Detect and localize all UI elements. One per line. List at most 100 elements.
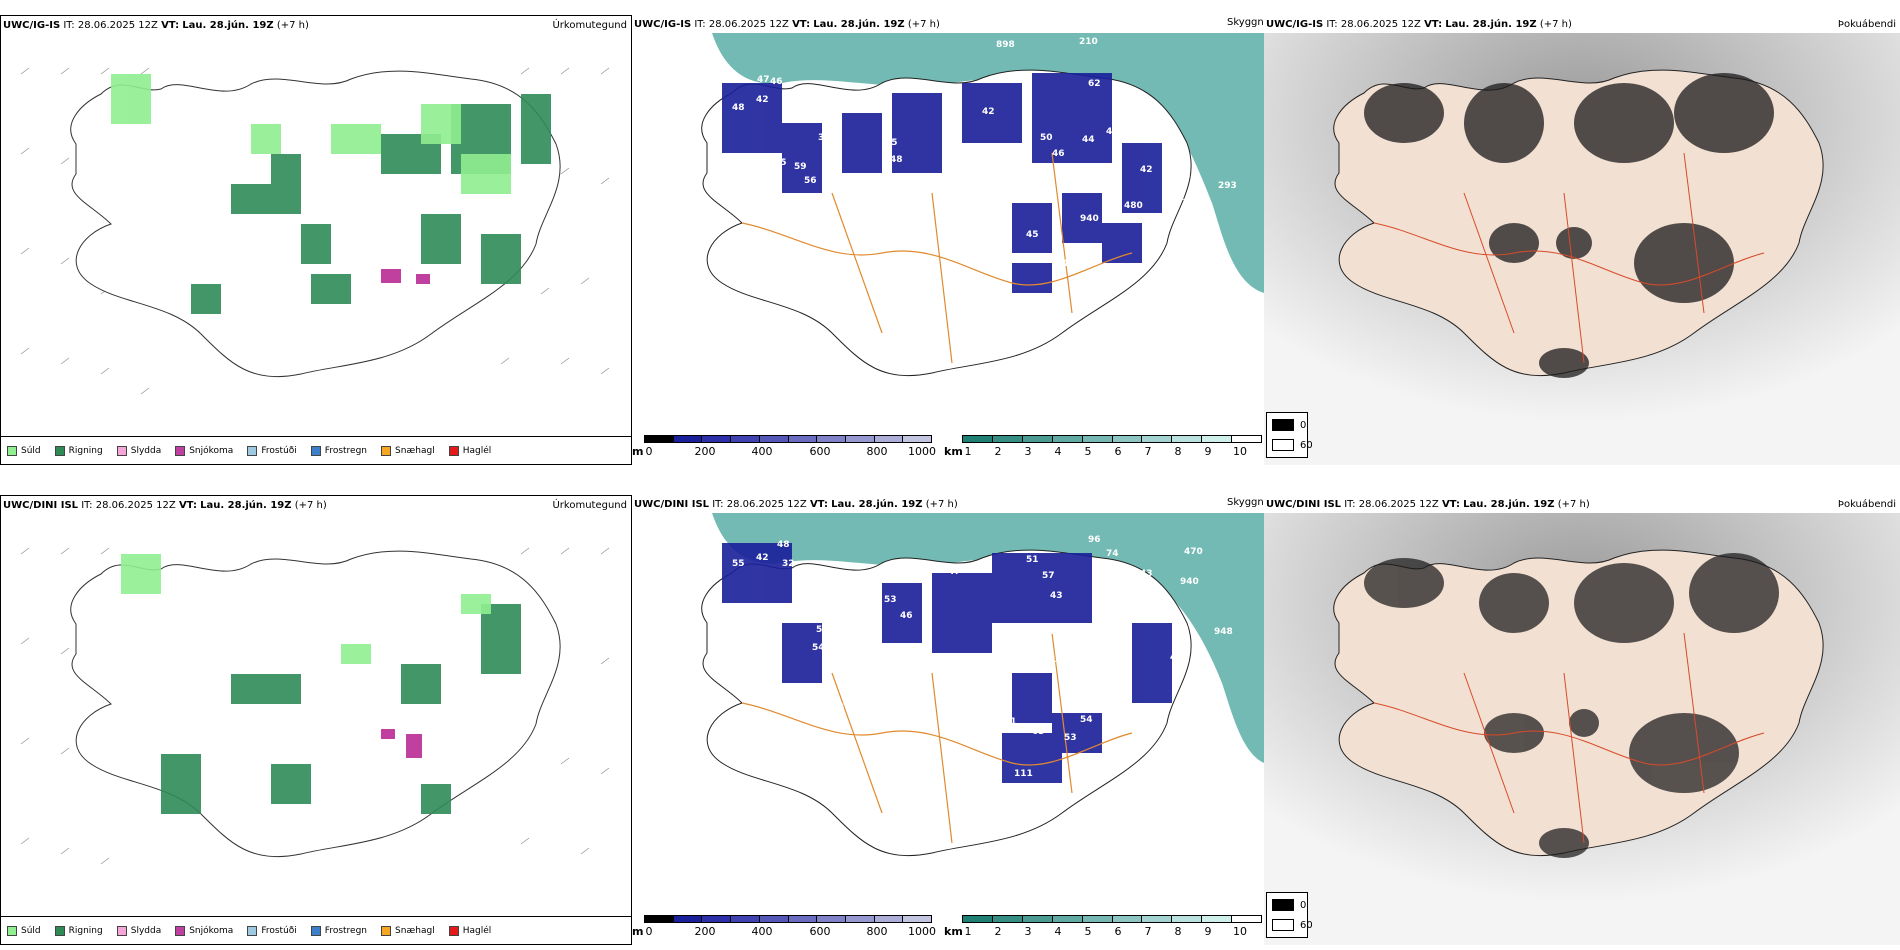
legend-item: Snæhagl (381, 925, 435, 936)
fog-panel-bottom: UWC/DINI ISL IT: 28.06.2025 12Z VT: Lau.… (1264, 495, 1900, 945)
precip-type-panel-top: UWC/IG-IS IT: 28.06.2025 12Z VT: Lau. 28… (0, 15, 632, 465)
vis-label: 77 (906, 367, 919, 377)
vis-label: 940 (1180, 577, 1199, 587)
vis-label: 38 (1176, 625, 1189, 635)
vis-label: 57 (1042, 571, 1055, 581)
colorbar-tick: 4 (1054, 925, 1062, 938)
colorbar-tick: 2 (994, 445, 1002, 458)
legend-item: Súld (7, 925, 41, 936)
vis-label: 898 (996, 40, 1015, 50)
vis-label: 65 (1032, 727, 1045, 737)
roads (1373, 152, 1765, 364)
vis-label: 61 (1044, 655, 1057, 665)
sea-fog (712, 33, 1264, 293)
colorbar-tick: 3 (1024, 925, 1032, 938)
vis-label: 51 (1026, 555, 1039, 565)
vis-label: 53 (1064, 733, 1077, 743)
legend-item: Súld (7, 445, 41, 456)
vis-label: 44 (830, 239, 843, 249)
vis-label: 46 (770, 77, 783, 87)
fog-legend: 0 60 (1266, 892, 1313, 938)
colorbar-tick: 10 (1233, 925, 1247, 938)
colorbar-unit: km (944, 445, 963, 458)
vis-label: 470 (1184, 547, 1203, 557)
colorbar-tick: 600 (809, 445, 831, 458)
iceland-visibility-map (632, 33, 1264, 433)
colorbar-tick: 10 (1233, 445, 1247, 458)
legend-item: Slydda (116, 445, 161, 456)
legend-swatch (175, 445, 186, 456)
vis-label: 40 (1016, 787, 1029, 797)
visibility-colorbar-m: m 0 200 400 600 800 1000 (632, 915, 936, 939)
legend-swatch (310, 925, 321, 936)
vis-label: 102 (896, 380, 915, 390)
vis-label: 54 (812, 643, 825, 653)
colorbar-tick: 8 (1174, 925, 1182, 938)
vis-label: 46 (900, 611, 913, 621)
fog-legend-row: 60 (1272, 919, 1313, 931)
vis-label: 53 (884, 595, 897, 605)
legend-swatch (7, 925, 17, 936)
vis-label: 46 (1052, 149, 1065, 159)
legend-item: Snæhagl (381, 445, 435, 456)
colorbar-unit: m (632, 925, 644, 938)
visibility-colorbar-m: m 0 200 400 600 800 1000 (632, 435, 936, 459)
low-visibility-areas (722, 73, 1162, 293)
legend-swatch (381, 925, 392, 936)
panel-title: Skyggni (1227, 497, 1264, 508)
vis-label: 57 (816, 625, 829, 635)
visibility-colorbar-km: km 1 2 3 4 5 6 7 8 9 10 (944, 915, 1264, 939)
panel-title: Úrkomutegund (552, 500, 627, 511)
colorbar-tick: 6 (1114, 445, 1122, 458)
vis-label: 37 (818, 133, 831, 143)
visibility-panel-top: UWC/IG-IS IT: 28.06.2025 12Z VT: Lau. 28… (632, 15, 1264, 465)
iceland-visibility-map (632, 513, 1264, 913)
vis-label: 62 (964, 779, 977, 789)
vis-label: 74 (1106, 549, 1119, 559)
vis-label: 480 (1124, 201, 1143, 211)
legend-swatch (54, 925, 65, 936)
vis-label: 38 (819, 589, 832, 599)
vis-label: 43 (1140, 569, 1153, 579)
colorbar-tick: 1000 (908, 925, 936, 938)
iceland-precip-map (20, 67, 610, 395)
iceland-fog-map (1264, 33, 1900, 465)
colorbar-cells (962, 915, 1262, 923)
fog-panel-top: UWC/IG-IS IT: 28.06.2025 12Z VT: Lau. 28… (1264, 15, 1900, 465)
colorbar-tick: 9 (1204, 925, 1212, 938)
legend-item: Haglél (448, 925, 491, 936)
vis-label: 41 (988, 185, 1001, 195)
panel-title: Skyggni (1227, 17, 1264, 28)
legend-swatch (175, 925, 186, 936)
vis-label: 55 (732, 559, 745, 569)
fog-legend: 0 60 (1266, 412, 1313, 458)
colorbar-unit: km (944, 925, 963, 938)
colorbar-unit: m (632, 445, 644, 458)
colorbar-cells (644, 915, 932, 923)
vis-label: 35 (1142, 597, 1155, 607)
roads (741, 632, 1133, 844)
fog-legend-row: 0 (1272, 899, 1306, 911)
vis-label: 42 (756, 553, 769, 563)
legend-item: Frostregn (310, 925, 367, 936)
vis-label: 43 (1050, 591, 1063, 601)
legend-item: Snjókoma (175, 445, 233, 456)
vis-label: 45 (832, 703, 845, 713)
panel-header: UWC/DINI ISL IT: 28.06.2025 12Z VT: Lau.… (634, 499, 958, 510)
colorbar-tick: 0 (645, 925, 653, 938)
vis-label: 56 (1086, 165, 1099, 175)
vis-label: 44 (1082, 135, 1095, 145)
vis-label: 89 (948, 703, 961, 713)
vis-label: 45 (885, 138, 898, 148)
legend-swatch (7, 445, 17, 456)
colorbar-tick: 2 (994, 925, 1002, 938)
precip-legend: Súld Rigning Slydda Snjókoma Frostúði Fr… (1, 436, 631, 464)
colorbar-tick: 3 (1024, 445, 1032, 458)
vis-label: 52 (1118, 567, 1131, 577)
colorbar-cells (644, 435, 932, 443)
vis-label: 44 (992, 631, 1005, 641)
vis-label: 210 (1079, 37, 1098, 47)
vis-label: 113 (884, 691, 903, 701)
coastline (701, 549, 1192, 857)
vis-label: 47 (948, 567, 961, 577)
